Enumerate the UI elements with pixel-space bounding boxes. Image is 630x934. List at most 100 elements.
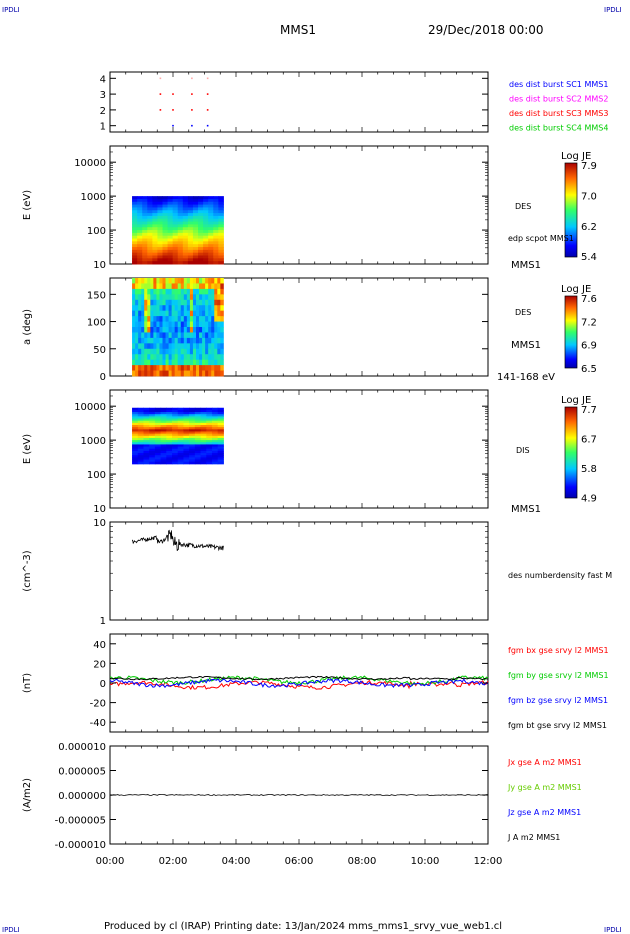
spectrogram-cell bbox=[143, 457, 150, 461]
colorbar-3 bbox=[564, 406, 578, 499]
spectrogram-cell bbox=[194, 440, 202, 443]
pitch-cell bbox=[165, 321, 169, 328]
spectrogram-cell bbox=[172, 221, 179, 225]
pitch-cell bbox=[183, 316, 188, 322]
spectrogram-cell bbox=[187, 224, 194, 228]
pitch-cell bbox=[202, 332, 206, 339]
spectrogram-cell bbox=[149, 427, 156, 430]
pitch-cell bbox=[177, 359, 182, 366]
spectrogram-cell bbox=[200, 412, 207, 415]
spectrogram-cell bbox=[160, 422, 167, 426]
footer-text: Produced by cl (IRAP) Printing date: 13/… bbox=[104, 921, 502, 932]
spectrogram-cell bbox=[172, 407, 179, 411]
spectrogram-cell bbox=[137, 215, 143, 220]
pitch-cell bbox=[186, 288, 191, 295]
spectrogram-cell bbox=[132, 230, 138, 234]
spectrogram-cell bbox=[218, 227, 224, 231]
pitch-cell bbox=[138, 278, 142, 284]
spectrogram-cell bbox=[177, 453, 184, 456]
spectrogram-cell bbox=[160, 448, 167, 452]
spectrogram-cell bbox=[203, 241, 209, 245]
spectrogram-cell bbox=[137, 437, 144, 441]
pitch-cell bbox=[147, 343, 151, 350]
pitch-cell bbox=[177, 321, 182, 328]
spectrogram-cell bbox=[137, 227, 143, 231]
spectrogram-cell bbox=[200, 425, 207, 428]
spectrogram-cell bbox=[172, 416, 179, 420]
burst-mark bbox=[191, 124, 193, 127]
spectrogram-cell bbox=[211, 455, 219, 458]
spectrogram-cell bbox=[177, 429, 184, 432]
spectrogram-cell bbox=[189, 429, 196, 432]
pitch-cell bbox=[205, 370, 209, 377]
spectrogram-cell bbox=[208, 218, 214, 223]
burst-mark bbox=[159, 93, 162, 95]
pitch-cell bbox=[171, 299, 176, 306]
spectrogram-cell bbox=[211, 425, 219, 428]
spectrogram-cell bbox=[217, 440, 224, 443]
y-tick-label: 10000 bbox=[74, 158, 106, 169]
pitch-cell bbox=[195, 332, 200, 339]
spectrogram-cell bbox=[142, 210, 148, 214]
spectrogram-cell bbox=[154, 450, 162, 454]
spectrogram-cell bbox=[149, 453, 156, 456]
spectrogram-cell bbox=[192, 252, 199, 257]
spectrogram-cell bbox=[143, 429, 150, 432]
spectrogram-cell bbox=[154, 446, 162, 450]
spectrogram-cell bbox=[182, 238, 189, 242]
spectrogram-cell bbox=[172, 207, 179, 211]
spectrogram-cell bbox=[217, 409, 224, 413]
spectrogram-cell bbox=[154, 444, 162, 448]
spectrogram-cell bbox=[132, 457, 139, 461]
pitch-cell bbox=[168, 348, 173, 355]
density-line bbox=[131, 529, 224, 552]
spectrogram-cell bbox=[211, 414, 219, 417]
pitch-cell bbox=[162, 299, 166, 306]
pitch-cell bbox=[189, 327, 194, 333]
pitch-cell bbox=[208, 332, 212, 339]
spectrogram-cell bbox=[192, 218, 199, 223]
pitch-cell bbox=[180, 283, 185, 290]
pitch-cell bbox=[150, 288, 154, 295]
spectrogram-cell bbox=[172, 247, 179, 251]
spectrogram-cell bbox=[203, 244, 209, 248]
pitch-cell bbox=[195, 299, 200, 306]
pitch-cell bbox=[189, 310, 194, 317]
pitch-cell bbox=[153, 327, 157, 333]
spectrogram-cell bbox=[154, 437, 162, 441]
pitch-cell bbox=[199, 343, 203, 350]
spectrogram-cell bbox=[217, 414, 224, 417]
spectrogram-cell bbox=[154, 414, 162, 417]
spectrogram-cell bbox=[187, 213, 194, 217]
spectrogram-cell bbox=[154, 412, 162, 415]
spectrogram-cell bbox=[192, 230, 199, 234]
y-tick-label: 10 bbox=[93, 518, 106, 529]
spectrogram-cell bbox=[177, 455, 184, 458]
spectrogram-cell bbox=[137, 244, 143, 248]
spectrogram-cell bbox=[143, 448, 150, 452]
pitch-cell bbox=[211, 299, 215, 306]
spectrogram-cell bbox=[198, 221, 204, 225]
spectrogram-cell bbox=[198, 252, 204, 257]
spectrogram-cell bbox=[213, 258, 219, 262]
pitch-cell bbox=[138, 288, 142, 295]
spectrogram-cell bbox=[154, 407, 162, 411]
pitch-cell bbox=[202, 348, 206, 355]
spectrogram-cell bbox=[217, 412, 224, 415]
spectrogram-cell bbox=[182, 201, 189, 206]
pitch-cell bbox=[202, 294, 206, 301]
spectrogram-cell bbox=[149, 416, 156, 420]
pitch-cell bbox=[195, 316, 200, 322]
spectrogram-cell bbox=[147, 207, 153, 211]
pitch-cell bbox=[174, 305, 179, 312]
spectrogram-cell bbox=[217, 455, 224, 458]
spectrogram-cell bbox=[206, 442, 213, 445]
spectrogram-cell bbox=[142, 232, 148, 237]
spectrogram-cell bbox=[177, 210, 184, 214]
spectrogram-cell bbox=[206, 422, 213, 426]
pitch-cell bbox=[171, 365, 176, 371]
panels: 4 3 2 1 des dist burst SC1 MMS1 des dist burs… bbox=[22, 71, 612, 851]
pitch-cell bbox=[162, 359, 166, 366]
spectrogram-cell bbox=[213, 210, 219, 214]
spectrogram-cell bbox=[187, 204, 194, 208]
